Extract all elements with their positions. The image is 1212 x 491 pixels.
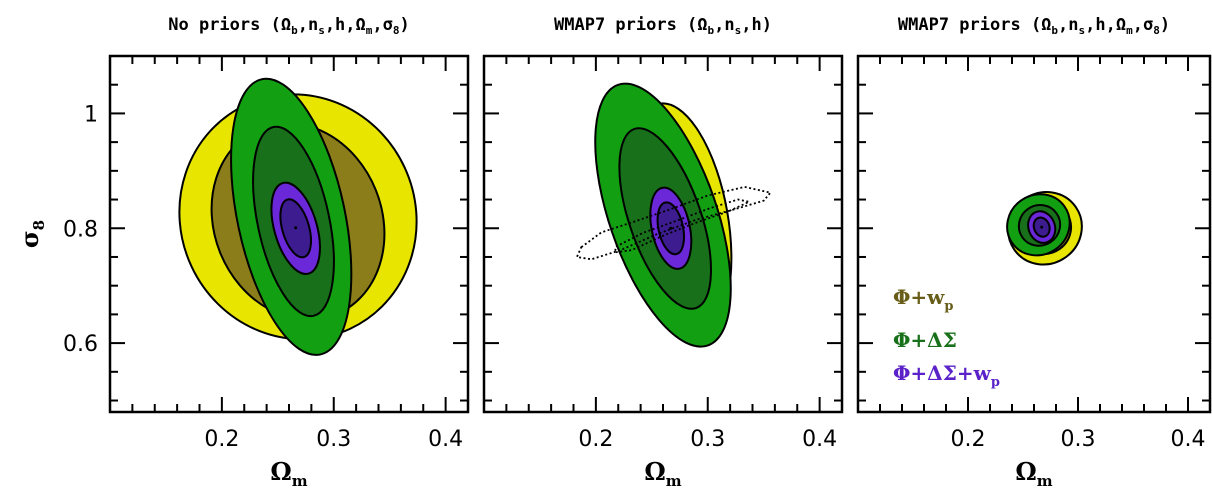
best-fit-point: [669, 226, 673, 230]
y-tick-label: 0.6: [63, 332, 98, 357]
x-tick-label: 0.4: [428, 427, 463, 452]
ticks: [858, 56, 1210, 412]
ticks: [484, 56, 842, 412]
x-tick-label: 0.2: [951, 427, 986, 452]
x-tick-label: 0.4: [1171, 427, 1206, 452]
panel-3: 0.2 0.3 0.4 Ωm WMAP7 priors (Ωb,ns,h,Ωm,σ8) Φ…: [856, 15, 1212, 490]
plot-area: [178, 77, 418, 356]
x-axis-label: Ωm: [644, 457, 681, 490]
plot-area: [575, 82, 773, 348]
legend-entry: Φ+ΔΣ+wp: [893, 361, 1000, 390]
x-axis-label: Ωm: [1015, 457, 1052, 490]
x-tick-label: 0.3: [1061, 427, 1096, 452]
panel-title: No priors (Ωb,ns,h,Ωm,σ8): [168, 15, 410, 37]
ticks: [110, 56, 468, 412]
x-tick-label: 0.2: [204, 427, 239, 452]
dotted-contour-1: [575, 185, 773, 261]
legend-entry: Φ+wp: [893, 285, 954, 314]
panel-title: WMAP7 priors (Ωb,ns,h): [554, 15, 772, 37]
panel-1: 0.2 0.3 0.4 0.6 0.8 1 Ωm σ8 No priors (Ωb,ns,h,Ω…: [15, 15, 470, 490]
y-tick-label: 1: [84, 102, 98, 127]
y-tick-label: 0.8: [63, 217, 98, 242]
dotted-contour-2: [613, 198, 752, 254]
legend: Φ+wp Φ+ΔΣ Φ+ΔΣ+wp: [893, 285, 1000, 390]
x-axis-label: Ωm: [270, 457, 307, 490]
panel-title: WMAP7 priors (Ωb,ns,h,Ωm,σ8): [898, 15, 1170, 37]
plot-area: [1006, 191, 1083, 266]
best-fit-point: [294, 226, 298, 230]
x-tick-label: 0.3: [690, 427, 725, 452]
x-tick-label: 0.3: [316, 427, 351, 452]
x-tick-label: 0.2: [578, 427, 613, 452]
y-axis-label: σ8: [15, 220, 48, 248]
panel-2: 0.2 0.3 0.4 Ωm WMAP7 priors (Ωb,ns,h): [482, 15, 844, 490]
x-tick-label: 0.4: [802, 427, 837, 452]
legend-entry: Φ+ΔΣ: [893, 328, 957, 352]
best-fit-point: [1040, 225, 1044, 229]
